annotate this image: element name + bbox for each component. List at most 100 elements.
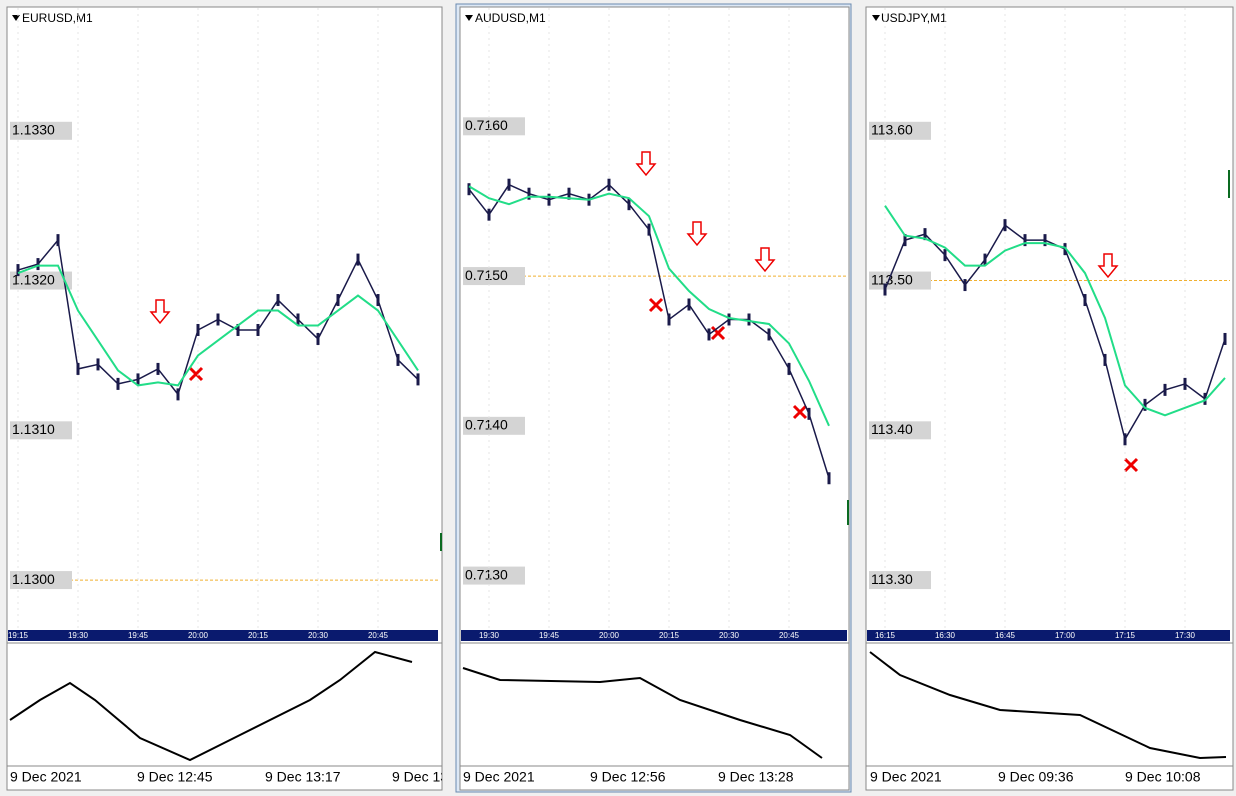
cross — [792, 404, 808, 420]
time-label: 19:45 — [128, 631, 149, 640]
moving-average — [884, 205, 1226, 417]
candle — [316, 332, 320, 345]
candle — [1103, 353, 1107, 366]
sell-arrow — [635, 151, 657, 177]
candle — [256, 323, 260, 336]
price-label: 0.7130 — [465, 566, 508, 582]
candle — [963, 279, 967, 292]
candle — [16, 264, 20, 277]
candle — [903, 234, 907, 247]
price-label-box — [10, 571, 72, 590]
candle — [196, 323, 200, 336]
candle — [547, 193, 551, 206]
sell-arrow — [754, 247, 776, 273]
sell-arrow — [1097, 253, 1119, 279]
candle — [567, 187, 571, 200]
menu-triangle[interactable] — [465, 15, 473, 21]
candle — [647, 223, 651, 236]
candle — [983, 253, 987, 266]
price-label: 113.50 — [871, 271, 913, 287]
scroll-marker — [847, 500, 849, 525]
date-label: 9 Dec 13 — [392, 769, 448, 785]
price-label-box — [463, 117, 525, 136]
time-label: 17:30 — [1175, 631, 1196, 640]
time-label: 16:30 — [935, 631, 956, 640]
price-label-box — [463, 566, 525, 585]
candle — [336, 294, 340, 307]
cross — [1123, 457, 1139, 473]
candle — [827, 472, 831, 485]
candle — [747, 313, 751, 326]
candle — [787, 362, 791, 375]
signal-arrows — [149, 151, 1119, 325]
candle — [296, 313, 300, 326]
cross — [648, 297, 664, 313]
candle — [1143, 398, 1147, 411]
candle — [416, 373, 420, 386]
candle — [376, 294, 380, 307]
date-label: 9 Dec 13:17 — [265, 769, 341, 785]
time-label: 20:30 — [308, 631, 329, 640]
time-label: 17:15 — [1115, 631, 1136, 640]
candle — [1123, 433, 1127, 446]
date-label: 9 Dec 2021 — [463, 769, 535, 785]
candle — [56, 234, 60, 247]
date-labels: 9 Dec 2021 9 Dec 12:56 9 Dec 13:28 — [463, 769, 794, 785]
candle — [1163, 383, 1167, 396]
date-label: 9 Dec 2021 — [10, 769, 82, 785]
scroll-marker — [440, 533, 442, 551]
candle — [1083, 294, 1087, 307]
time-label: 20:45 — [368, 631, 389, 640]
price-label: 1.1330 — [12, 122, 55, 138]
panel — [459, 6, 850, 791]
time-bar — [461, 630, 847, 641]
candle — [667, 313, 671, 326]
time-label: 19:30 — [479, 631, 500, 640]
sell-arrow — [149, 299, 171, 325]
candle — [1003, 219, 1007, 232]
candle — [176, 388, 180, 401]
signal-crosses — [188, 297, 1139, 473]
candle — [627, 198, 631, 211]
price-label-box — [10, 271, 72, 290]
time-label: 20:15 — [659, 631, 680, 640]
candle — [807, 407, 811, 420]
candle — [487, 208, 491, 221]
indicator-line — [869, 651, 1227, 760]
price-label: 0.7140 — [465, 417, 508, 433]
menu-triangle[interactable] — [872, 15, 880, 21]
candle — [467, 183, 471, 196]
date-label: 9 Dec 2021 — [870, 769, 942, 785]
cross — [710, 325, 726, 341]
candle — [236, 323, 240, 336]
candle — [1043, 234, 1047, 247]
panel — [6, 6, 443, 791]
menu-triangle[interactable] — [12, 15, 20, 21]
price-label: 0.7150 — [465, 267, 508, 283]
time-label: 19:15 — [8, 631, 29, 640]
time-label: 19:30 — [68, 631, 89, 640]
sell-arrow — [686, 221, 708, 247]
date-labels: 9 Dec 2021 9 Dec 09:36 9 Dec 10:08 — [870, 769, 1201, 785]
time-bar — [867, 630, 1230, 641]
candle — [36, 258, 40, 271]
chart-title: USDJPY,M1 — [881, 11, 947, 25]
time-label: 20:30 — [719, 631, 740, 640]
date-label: 9 Dec 12:45 — [137, 769, 213, 785]
candle — [1023, 234, 1027, 247]
candle — [883, 283, 887, 296]
moving-average — [17, 264, 419, 387]
chart-title: EURUSD,M1 — [22, 11, 93, 25]
time-label: 20:00 — [188, 631, 209, 640]
candle — [1183, 377, 1187, 390]
time-label: 20:45 — [779, 631, 800, 640]
candle — [607, 178, 611, 191]
chart-title: AUDUSD,M1 — [475, 11, 546, 25]
time-label: 20:15 — [248, 631, 269, 640]
candle — [76, 362, 80, 375]
price-label: 113.60 — [871, 122, 913, 138]
candle — [707, 328, 711, 341]
date-labels: 9 Dec 2021 9 Dec 12:45 9 Dec 13:17 9 Dec 13 — [10, 769, 448, 785]
candle — [527, 187, 531, 200]
